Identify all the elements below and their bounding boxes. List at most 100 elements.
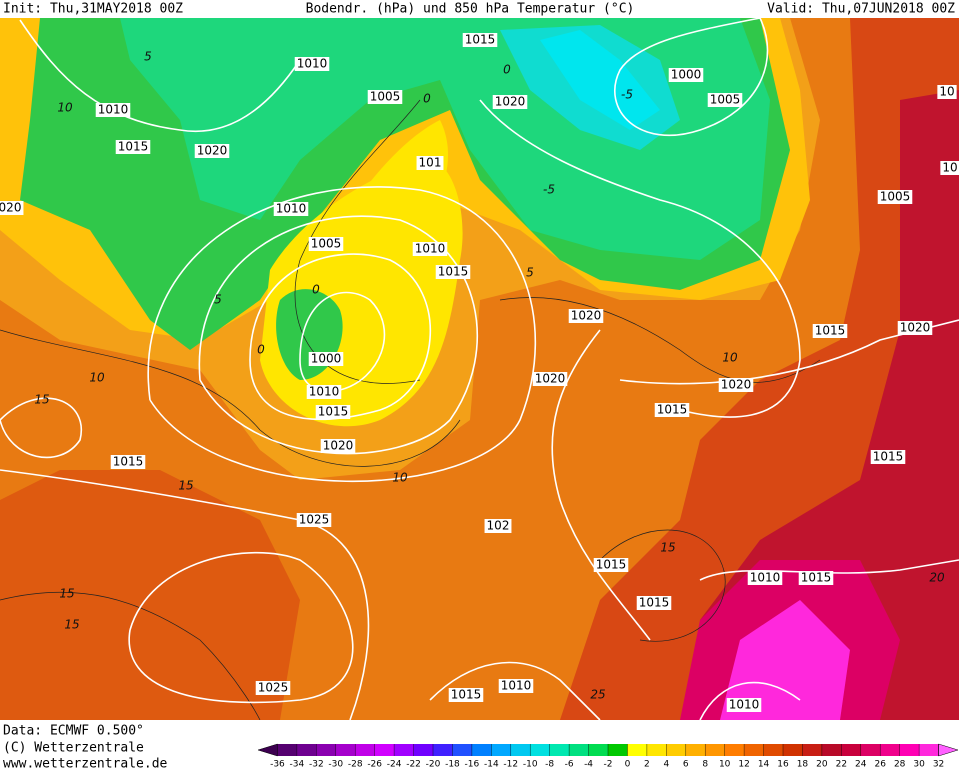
isobar-label-box [718,378,754,392]
isobar-label: 1015 [438,265,469,279]
colorbar-tick-label: 10 [719,760,731,770]
colorbar-swatch [491,744,512,756]
temperature-label: 0 [257,343,265,357]
isobar-label-box [498,679,534,693]
colorbar-swatch [316,744,337,756]
colorbar-tick-label: -18 [445,760,460,770]
isobar-label: 1010 [297,57,328,71]
isobar-label-box [870,450,906,464]
website: www.wetterzentrale.de [3,757,168,770]
isobar-label-box [636,596,672,610]
isobar-label-box [110,455,146,469]
colorbar-tick-label: 26 [874,760,886,770]
isobar-label-box [296,513,332,527]
isobar-label: 1015 [113,455,144,469]
colorbar-tick-label: -14 [484,760,499,770]
colorbar-swatch [646,744,667,756]
isobar-label: 1015 [815,324,846,338]
isobar-label-box [877,190,913,204]
isobar-label: 1025 [299,513,330,527]
isobar-label: 1020 [535,372,566,386]
isobar-label: 101 [419,156,442,170]
isobar-label: 10 [939,85,954,99]
colorbar-tick-label: 16 [777,760,789,770]
isobar-label-box [435,265,471,279]
colorbar-tick-label: 28 [894,760,906,770]
colorbar-swatch [744,744,764,756]
temperature-label: 10 [89,371,105,385]
isobar-label-box [462,33,498,47]
colorbar-swatch [802,744,823,756]
isobar-label: 1020 [571,309,602,323]
colorbar-tick-label: -8 [545,760,554,770]
colorbar-swatch [277,744,298,756]
colorbar-swatch [724,744,745,756]
colorbar-tick-label: 24 [855,760,867,770]
isobar-label: 1015 [801,571,832,585]
isobar-label: 1015 [657,403,688,417]
isobar-label-box [707,93,743,107]
isobar-label: 1015 [451,688,482,702]
colorbar-swatch [296,744,317,756]
isobar-label-box [940,161,959,175]
colorbar-tick-label: -22 [406,760,421,770]
isobar-label: 1010 [276,202,307,216]
copyright: (C) Wetterzentrale [3,741,144,756]
colorbar-swatch [841,744,862,756]
temperature-label: 25 [590,688,605,702]
isobar-label: 1010 [415,242,446,256]
temperature-label: 10 [57,101,73,115]
colorbar-swatch [860,744,881,756]
isobar-label: 1005 [710,93,741,107]
colorbar-swatch [899,744,920,756]
isobar-label: 1005 [311,237,342,251]
isobar-label-box [668,68,704,82]
temperature-label: 5 [214,293,222,307]
isobar-label: 1020 [495,95,526,109]
colorbar-swatch [763,744,784,756]
isobar-label-box [812,324,848,338]
colorbar-tick-label: -30 [328,760,343,770]
valid-time: Valid: Thu,07JUN2018 00Z [767,2,955,17]
isobar-label: 1010 [98,103,129,117]
colorbar-tick-label: 6 [683,760,689,770]
colorbar-swatch [783,744,803,756]
temperature-label: 15 [660,541,675,555]
isobar-label: 1015 [118,140,149,154]
isobar-label-box [492,95,528,109]
isobar-label: 1025 [258,681,289,695]
isobar-label-box [367,90,403,104]
isobar-label: 1020 [197,144,228,158]
isobar-label: 1005 [370,90,401,104]
colorbar-swatch [549,744,570,756]
isobar-label-box [726,698,762,712]
isobar-label-box [568,309,604,323]
isobar-label: 1005 [880,190,911,204]
temperature-label: 5 [526,266,534,280]
colorbar-swatch [452,744,473,756]
colorbar-swatch [627,744,648,756]
colorbar-tick-label: 8 [702,760,708,770]
isobar-label-box [273,202,309,216]
colorbar-tick-label: -12 [503,760,518,770]
temperature-label: -5 [621,88,633,102]
isobar-label-box [306,385,342,399]
colorbar-tick-label: 2 [644,760,650,770]
init-time: Init: Thu,31MAY2018 00Z [3,2,183,17]
isobar-label: 1010 [501,679,532,693]
temperature-label: 10 [722,351,738,365]
isobar-label-box [294,57,330,71]
colorbar: -36 -34 -32 -30 -28 -26 -24 -22 -20 -18 -16 -14 -12-… [257,743,959,770]
colorbar-swatch [530,744,550,756]
isobar-label-box [308,352,344,366]
isobar-label: 1015 [873,450,904,464]
temperature-label: 15 [178,479,193,493]
isobar-label: 1010 [309,385,340,399]
isobar-label-box [308,237,344,251]
colorbar-swatch [569,744,589,756]
isobar-label: 10 [942,161,957,175]
isobar-label: 1010 [750,571,781,585]
